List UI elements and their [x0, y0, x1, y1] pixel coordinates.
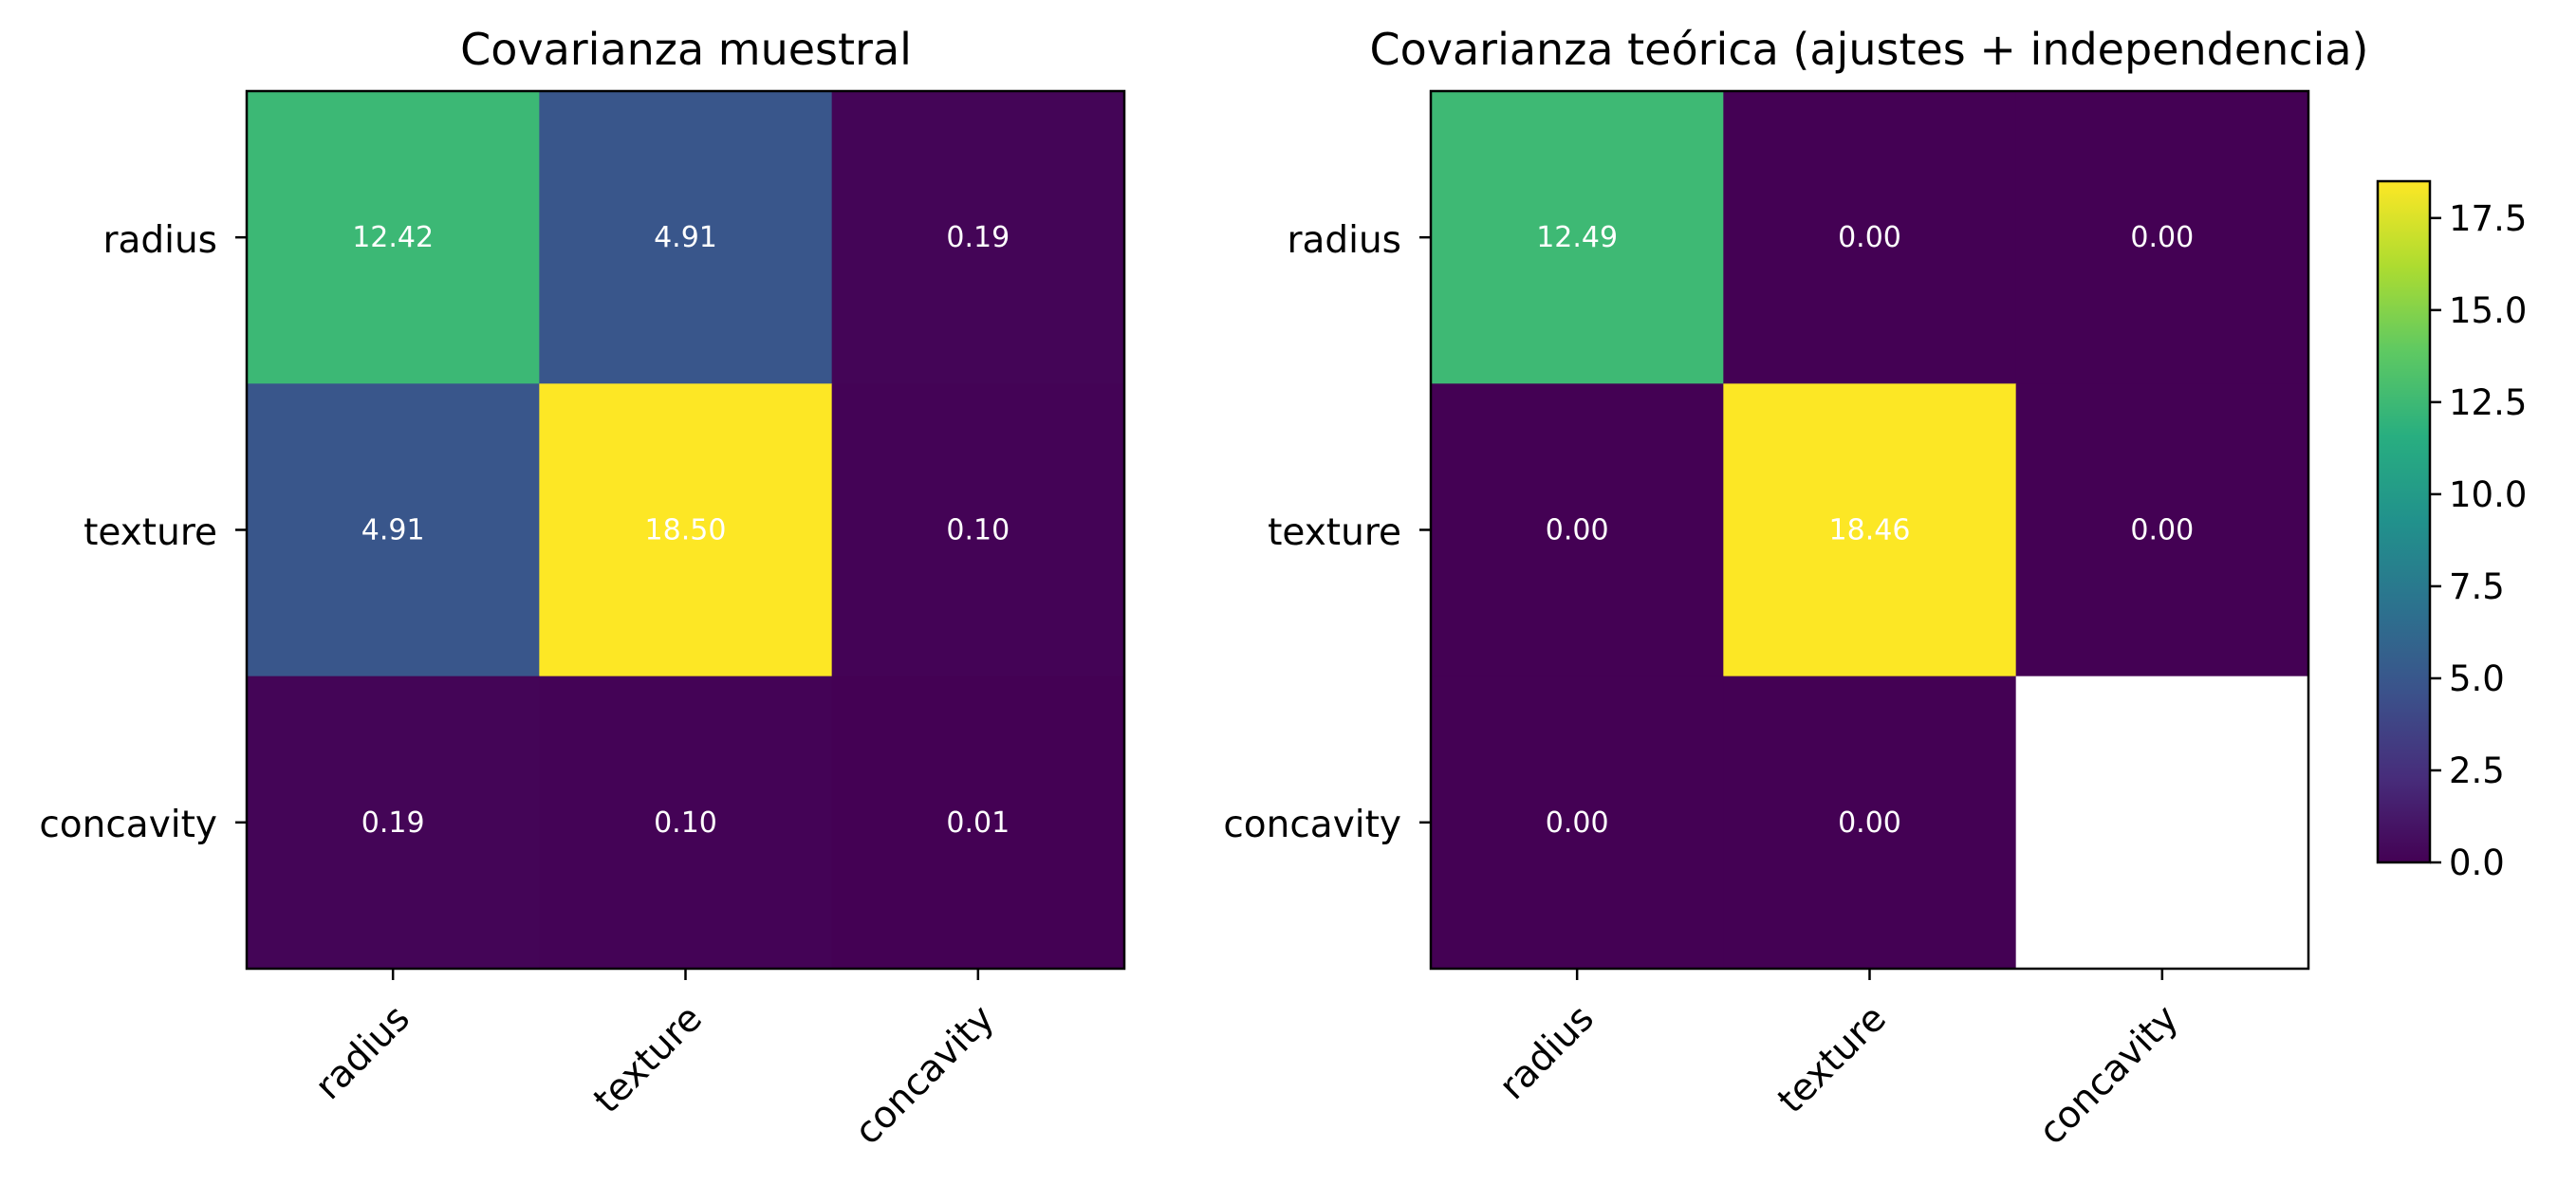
colorbar-tick-label: 17.5 — [2449, 198, 2527, 239]
cell-value-label: 0.00 — [1546, 513, 1609, 546]
heatmap-cell-concavity-radius — [1431, 676, 1724, 970]
chart-title: Covarianza muestral — [460, 24, 912, 75]
colorbar-ticks: 0.0 2.5 5.0 7.5 10.0 12.5 15.0 17.5 — [2430, 198, 2527, 883]
x-tick-label-texture: texture — [585, 997, 710, 1121]
heatmap-cell-concavity-radius — [247, 676, 540, 970]
heatmap-panel-sample-covariance: Covarianza muestral 12.42 4.91 0.19 4.91 18.… — [39, 24, 1126, 1154]
cell-value-label: 0.00 — [1546, 806, 1609, 840]
y-tick-label-radius: radius — [1287, 219, 1401, 262]
x-tick-label-concavity: concavity — [2030, 997, 2187, 1154]
heatmap-cell-radius-texture — [539, 91, 833, 384]
colorbar-tick-label: 15.0 — [2449, 290, 2527, 331]
x-tick-label-texture: texture — [1770, 997, 1894, 1121]
cell-value-label: 0.10 — [946, 513, 1010, 546]
cell-value-label: 0.01 — [946, 806, 1010, 840]
heatmap-cell-radius-radius — [1431, 91, 1724, 384]
cell-value-label: 0.00 — [2130, 513, 2194, 546]
heatmap-cell-radius-concavity — [831, 91, 1125, 384]
heatmap-cell-radius-radius — [247, 91, 540, 384]
heatmap-cell-radius-texture — [1723, 91, 2017, 384]
axis-ticks — [1419, 235, 2164, 980]
heatmap-cell-texture-texture — [1723, 383, 2017, 677]
heatmap-cell-texture-texture — [539, 383, 833, 677]
cell-value-label: 18.46 — [1829, 513, 1911, 546]
cell-value-label: 12.42 — [352, 221, 434, 254]
heatmap-cell-concavity-texture — [539, 676, 833, 970]
chart-title: Covarianza teórica (ajustes + independen… — [1369, 24, 2368, 75]
y-tick-label-texture: texture — [1268, 511, 1401, 554]
cell-value-label: 0.19 — [946, 221, 1010, 254]
cell-value-label: 0.10 — [654, 806, 717, 840]
colorbar-tick-label: 10.0 — [2449, 474, 2527, 515]
heatmap-cells: 12.42 4.91 0.19 4.91 18.50 0.10 0.19 0.10 0.01 — [247, 91, 1125, 970]
cell-value-label: 4.91 — [361, 513, 425, 546]
cell-value-label: 0.00 — [1838, 806, 1901, 840]
cell-value-label: 0.00 — [1838, 221, 1901, 254]
axis-ticks — [235, 235, 980, 980]
cell-value-label: 18.50 — [645, 513, 727, 546]
colorbar-tick-label: 5.0 — [2449, 658, 2505, 699]
heatmap-panel-theoretical-covariance: Covarianza teórica (ajustes + independen… — [1223, 24, 2368, 1154]
x-tick-label-radius: radius — [1492, 997, 1603, 1108]
cell-value-label: 0.19 — [361, 806, 425, 840]
cell-value-label: 12.49 — [1536, 221, 1618, 254]
heatmap-cell-texture-radius — [1431, 383, 1724, 677]
x-tick-label-radius: radius — [307, 997, 418, 1108]
heatmap-cells: 12.49 0.00 0.00 0.00 18.46 0.00 0.00 0.00 — [1431, 91, 2309, 970]
heatmap-cell-texture-concavity — [2015, 383, 2309, 677]
heatmap-cell-texture-radius — [247, 383, 540, 677]
colorbar-tick-label: 2.5 — [2449, 750, 2505, 791]
heatmap-cell-radius-concavity — [2015, 91, 2309, 384]
colorbar: 0.0 2.5 5.0 7.5 10.0 12.5 15.0 17.5 — [2376, 179, 2527, 883]
colorbar-tick-label: 7.5 — [2449, 566, 2505, 607]
y-tick-label-concavity: concavity — [39, 804, 217, 846]
cell-value-label: 0.00 — [2130, 221, 2194, 254]
x-tick-label-concavity: concavity — [846, 997, 1003, 1154]
y-tick-label-concavity: concavity — [1223, 804, 1401, 846]
heatmap-cell-texture-concavity — [831, 383, 1125, 677]
colorbar-gradient — [2376, 179, 2432, 864]
colorbar-tick-label: 0.0 — [2449, 842, 2505, 883]
heatmap-cell-concavity-texture — [1723, 676, 2017, 970]
heatmap-cell-concavity-concavity — [831, 676, 1125, 970]
heatmap-cell-concavity-concavity — [2015, 676, 2309, 970]
y-tick-label-radius: radius — [102, 219, 217, 262]
colorbar-tick-label: 12.5 — [2449, 382, 2527, 423]
cell-value-label: 4.91 — [654, 221, 717, 254]
y-tick-label-texture: texture — [83, 511, 217, 554]
